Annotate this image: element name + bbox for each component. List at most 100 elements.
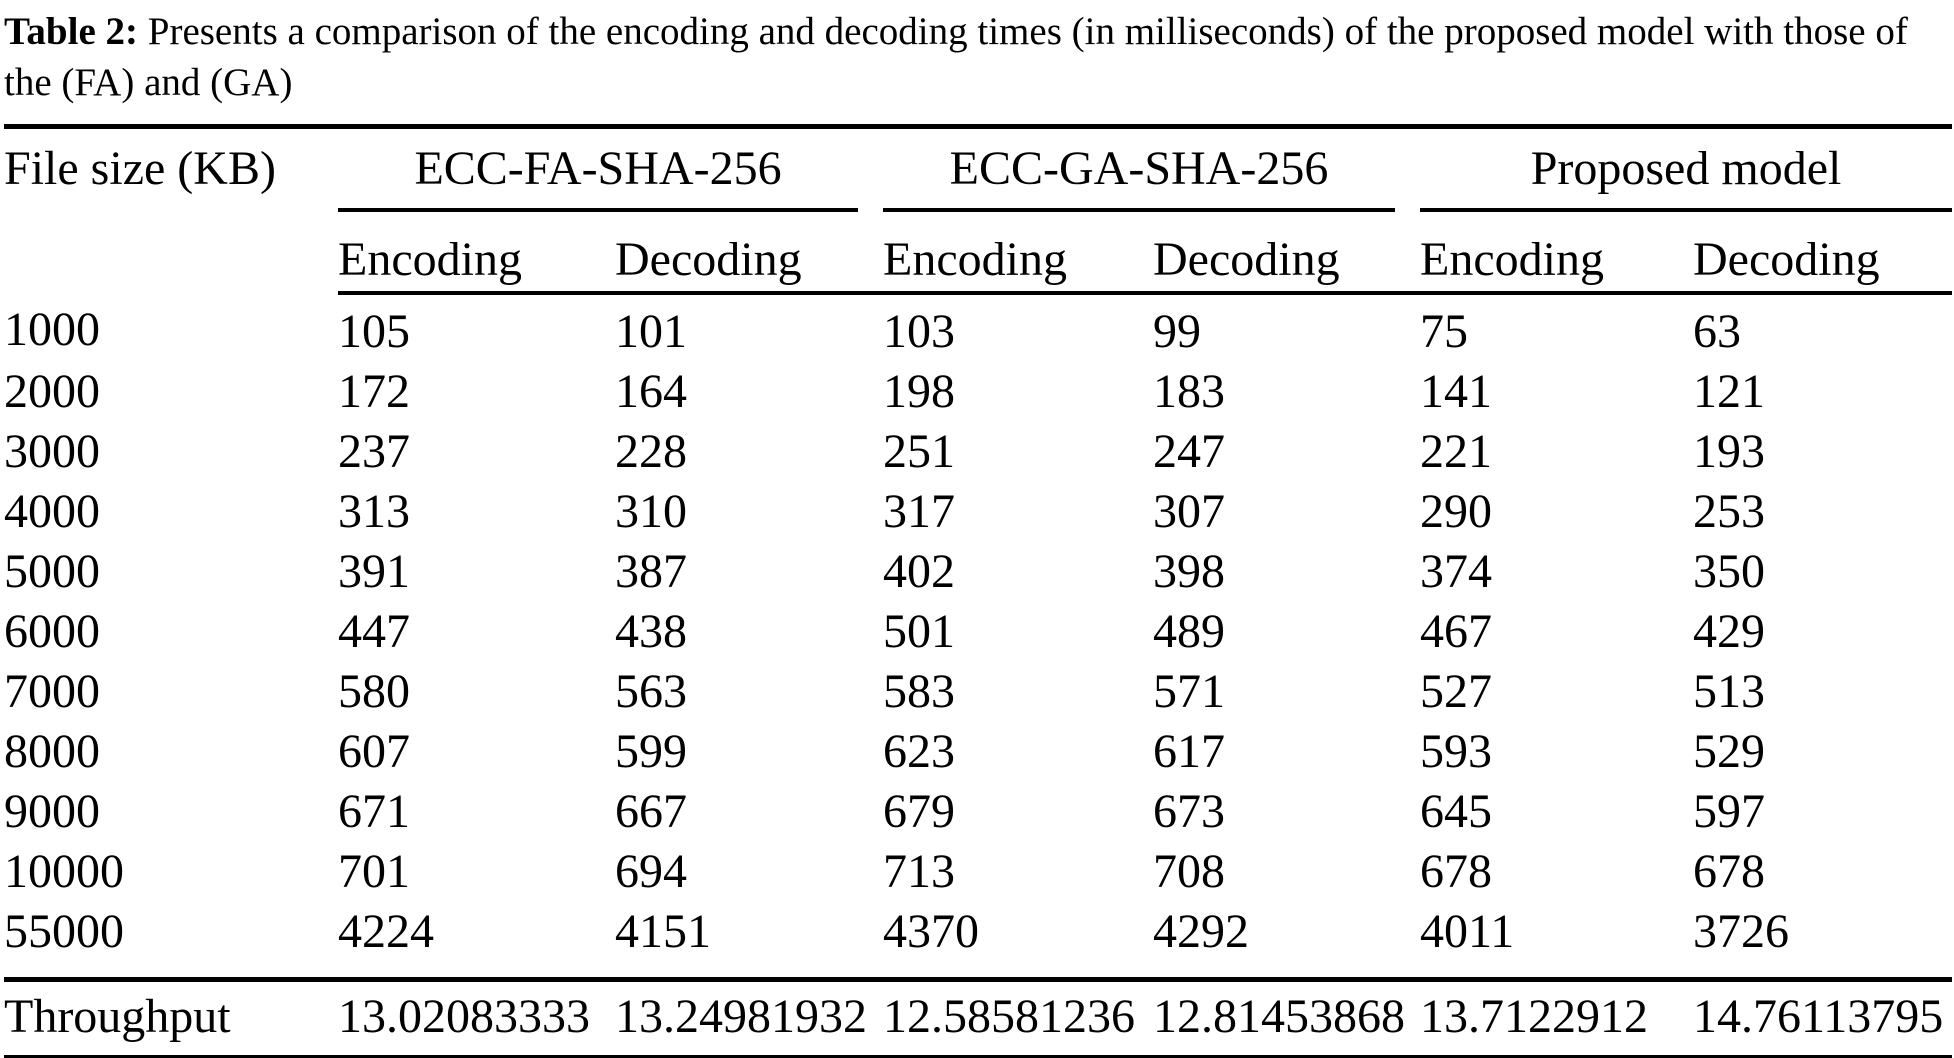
table-cell: 290 [1420, 485, 1492, 538]
row-label: 6000 [4, 605, 100, 658]
row-label: 4000 [4, 485, 100, 538]
row-label: 5000 [4, 545, 100, 598]
table-cell: 75 [1420, 305, 1468, 358]
table-row: 5000 391 387 402 398 374 350 [4, 542, 1952, 602]
group-header-proposed-model: Proposed model [1420, 127, 1953, 212]
table-cell: 193 [1693, 425, 1765, 478]
table-row: 9000 671 667 679 673 645 597 [4, 782, 1952, 842]
table-cell: 4011 [1420, 905, 1515, 958]
table-cell: 183 [1153, 365, 1225, 418]
table-caption-label: Table 2: [4, 10, 139, 53]
table-caption-text: Presents a comparison of the encoding an… [4, 10, 1908, 104]
table-cell: 221 [1420, 425, 1492, 478]
column-header-proposed-decoding: Decoding [1693, 212, 1953, 295]
table-cell: 99 [1153, 305, 1201, 358]
group-header-proposed-model-label: Proposed model [1420, 143, 1953, 212]
table-cell: 501 [883, 605, 955, 658]
table-cell: 387 [615, 545, 687, 598]
row-label: 55000 [4, 905, 124, 958]
throughput-row: Throughput 13.02083333 13.24981932 12.58… [4, 977, 1953, 1058]
row-label: 3000 [4, 425, 100, 478]
row-label: 2000 [4, 365, 100, 418]
table-row: 4000 313 310 317 307 290 253 [4, 482, 1952, 542]
table-row: 8000 607 599 623 617 593 529 [4, 722, 1952, 782]
row-label: 1000 [4, 303, 100, 356]
table-cell: 678 [1420, 845, 1492, 898]
table-cell: 307 [1153, 485, 1225, 538]
table-cell: 580 [338, 665, 410, 718]
table-cell: 398 [1153, 545, 1225, 598]
table-cell: 529 [1693, 725, 1765, 778]
table-cell: 374 [1420, 545, 1492, 598]
group-header-ecc-fa-sha-256-label: ECC-FA-SHA-256 [338, 143, 858, 212]
table-cell: 172 [338, 365, 410, 418]
table-row: 55000 4224 4151 4370 4292 4011 3726 [4, 902, 1952, 980]
table-cell: 694 [615, 845, 687, 898]
row-label: 10000 [4, 845, 124, 898]
group-header-ecc-fa-sha-256: ECC-FA-SHA-256 [338, 127, 883, 212]
group-header-ecc-ga-sha-256-label: ECC-GA-SHA-256 [883, 143, 1395, 212]
table-cell: 237 [338, 425, 410, 478]
table-row: 3000 237 228 251 247 221 193 [4, 422, 1952, 482]
table-cell: 623 [883, 725, 955, 778]
table-cell: 198 [883, 365, 955, 418]
column-header-fa-encoding: Encoding [338, 212, 615, 295]
table-cell: 103 [883, 305, 955, 358]
table-cell: 671 [338, 785, 410, 838]
table-cell: 708 [1153, 845, 1225, 898]
table-cell: 313 [338, 485, 410, 538]
table-row: 10000 701 694 713 708 678 678 [4, 842, 1952, 902]
table-cell: 317 [883, 485, 955, 538]
table-cell: 310 [615, 485, 687, 538]
column-header-proposed-encoding: Encoding [1420, 212, 1693, 295]
table-cell: 667 [615, 785, 687, 838]
table-cell: 645 [1420, 785, 1492, 838]
comparison-table: File size (KB) ECC-FA-SHA-256 ECC-GA-SHA… [4, 124, 1953, 1058]
table-cell: 63 [1693, 305, 1741, 358]
table-cell: 429 [1693, 605, 1765, 658]
table-cell: 571 [1153, 665, 1225, 718]
table-cell: 4292 [1153, 905, 1249, 958]
table-cell: 701 [338, 845, 410, 898]
table-cell: 350 [1693, 545, 1765, 598]
table-cell: 4224 [338, 905, 434, 958]
table-body: 1000 105 101 103 99 75 63 2000 172 164 1… [4, 293, 1952, 980]
table-cell: 563 [615, 665, 687, 718]
column-header-ga-encoding: Encoding [883, 212, 1153, 295]
table-row: 1000 105 101 103 99 75 63 [4, 293, 1952, 362]
row-label: 7000 [4, 665, 100, 718]
row-label: 8000 [4, 725, 100, 778]
group-header-ecc-ga-sha-256: ECC-GA-SHA-256 [883, 127, 1420, 212]
table-cell: 13.24981932 [615, 977, 883, 1058]
table-cell: 513 [1693, 665, 1765, 718]
table-cell: 583 [883, 665, 955, 718]
table-cell: 4370 [883, 905, 979, 958]
table-caption: Table 2: Presents a comparison of the en… [4, 6, 1934, 108]
table-cell: 438 [615, 605, 687, 658]
table-cell: 251 [883, 425, 955, 478]
table-cell: 391 [338, 545, 410, 598]
table-cell: 12.81453868 [1153, 977, 1420, 1058]
table-cell: 253 [1693, 485, 1765, 538]
table-cell: 713 [883, 845, 955, 898]
table-cell: 447 [338, 605, 410, 658]
table-cell: 3726 [1693, 905, 1789, 958]
table-row: 6000 447 438 501 489 467 429 [4, 602, 1952, 662]
table-cell: 597 [1693, 785, 1765, 838]
table-cell: 141 [1420, 365, 1492, 418]
table-cell: 121 [1693, 365, 1765, 418]
column-header-fa-decoding: Decoding [615, 212, 883, 295]
table-cell: 467 [1420, 605, 1492, 658]
table-cell: 164 [615, 365, 687, 418]
row-label: 9000 [4, 785, 100, 838]
table-cell: 13.02083333 [338, 977, 615, 1058]
table-cell: 4151 [615, 905, 711, 958]
table-footer: Throughput 13.02083333 13.24981932 12.58… [4, 977, 1953, 1058]
table-cell: 599 [615, 725, 687, 778]
table-cell: 13.7122912 [1420, 977, 1693, 1058]
table-cell: 12.58581236 [883, 977, 1153, 1058]
table-header: File size (KB) ECC-FA-SHA-256 ECC-GA-SHA… [4, 127, 1953, 295]
group-header-row: File size (KB) ECC-FA-SHA-256 ECC-GA-SHA… [4, 127, 1953, 212]
table-cell: 607 [338, 725, 410, 778]
